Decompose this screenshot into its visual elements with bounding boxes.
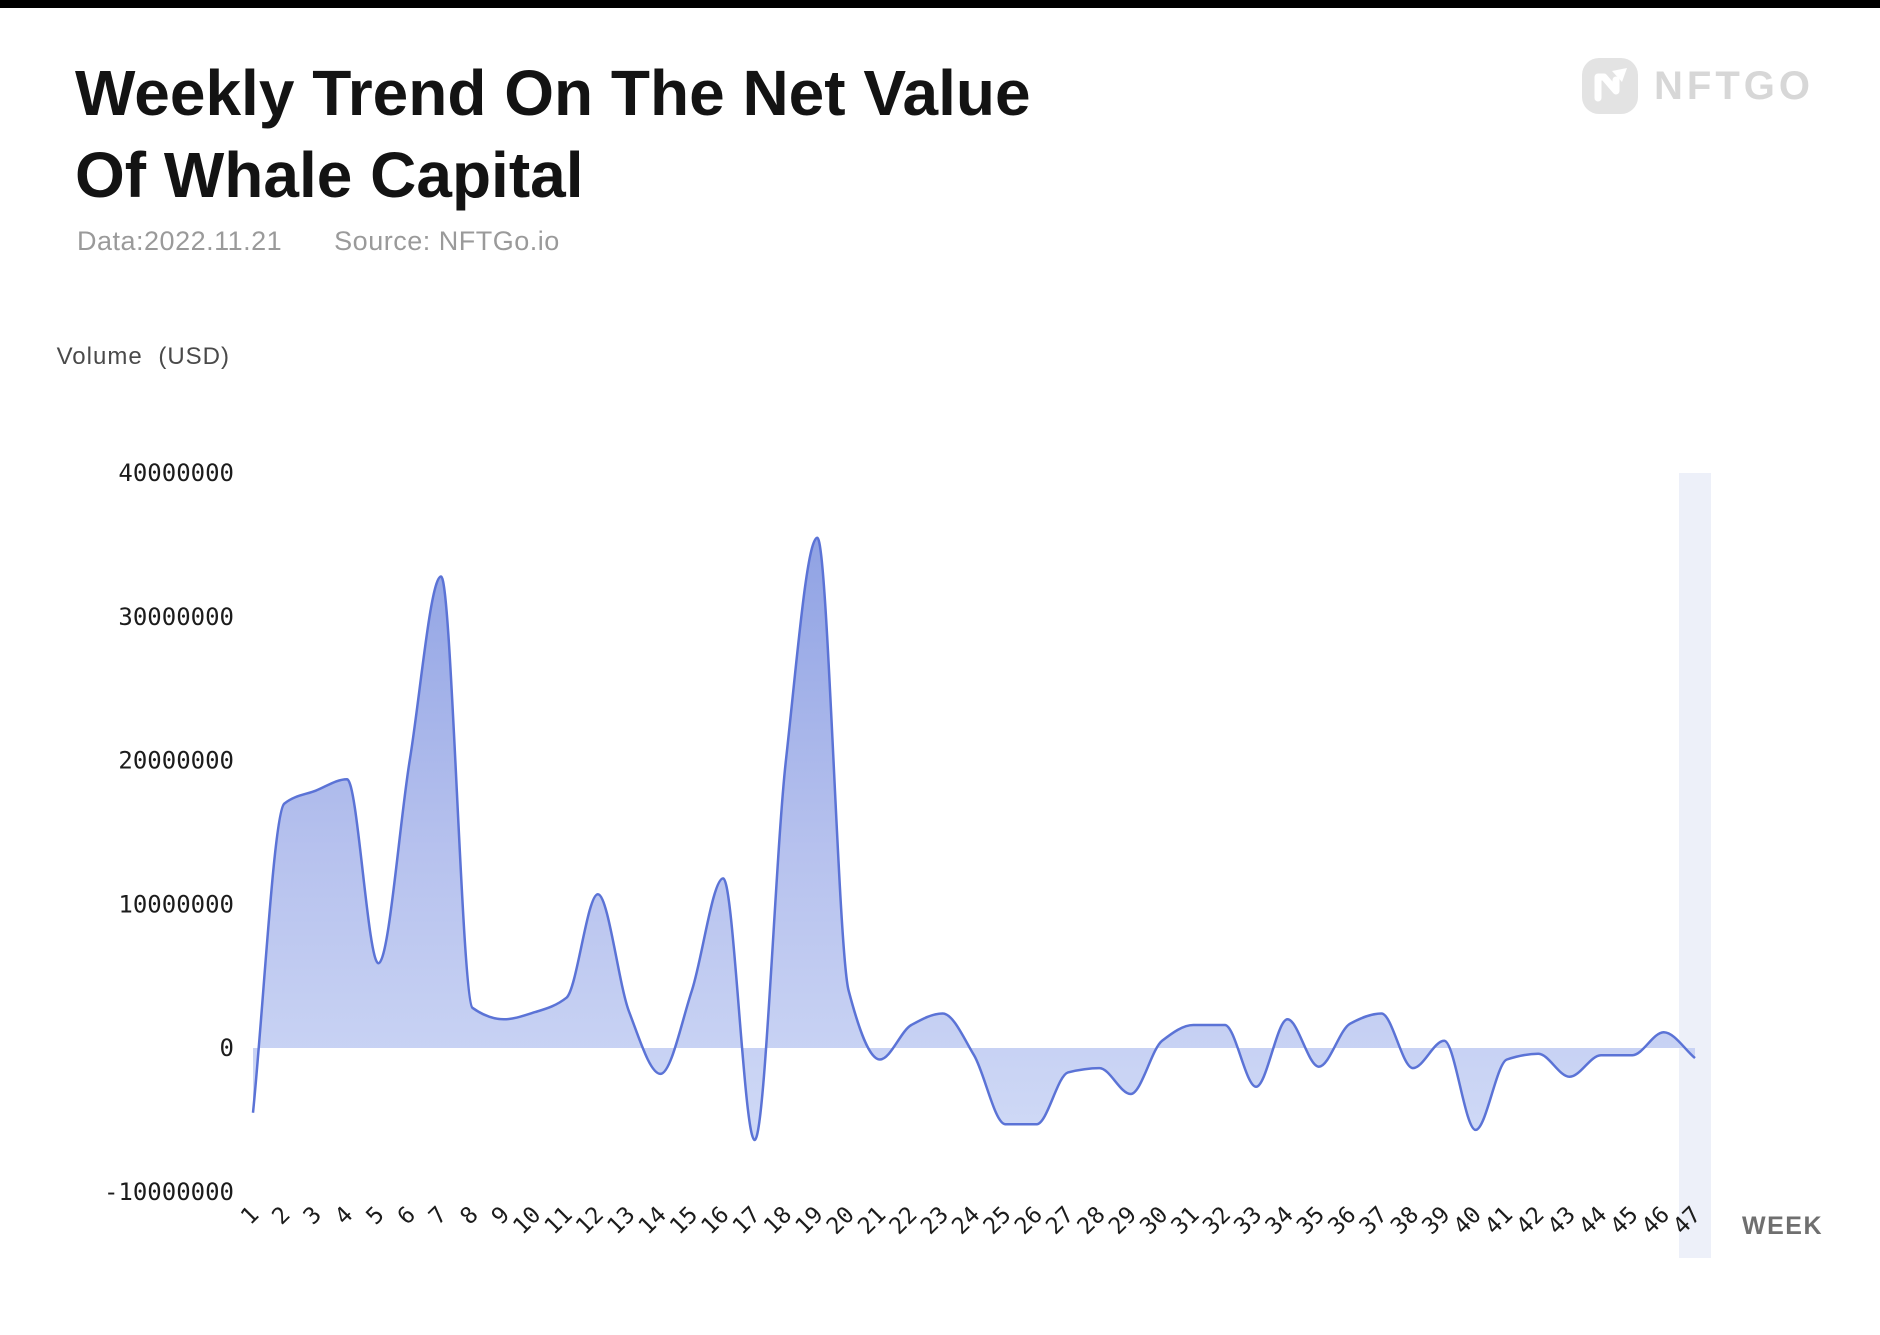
x-tick-label: 2 — [267, 1202, 295, 1230]
page-title-line1: Weekly Trend On The Net Value — [75, 57, 1031, 129]
top-bar — [0, 0, 1880, 8]
source-label: Source: NFTGo.io — [334, 226, 560, 256]
x-tick-label: 3 — [299, 1202, 327, 1230]
nftgo-logo: NFTGO — [1582, 58, 1814, 114]
y-tick-label: -10000000 — [104, 1178, 234, 1206]
trend-line — [251, 536, 1696, 1142]
n-arrow-icon — [1594, 68, 1627, 102]
subtitle: Data:2022.11.21 Source: NFTGo.io — [77, 226, 560, 257]
y-tick-label: 30000000 — [118, 603, 234, 631]
y-axis-title: Volume (USD) — [57, 343, 230, 370]
x-axis-labels: 1 2 3 4 5 6 7 8 91011121314151617181920212223242… — [236, 1202, 1706, 1240]
area-fill — [253, 537, 1695, 1140]
x-tick-label: 7 — [424, 1202, 452, 1230]
x-tick-label: 6 — [393, 1202, 421, 1230]
x-axis-title: WEEK — [1742, 1212, 1823, 1240]
page-title: Weekly Trend On The Net Value Of Whale C… — [75, 52, 1031, 216]
page-title-line2: Of Whale Capital — [75, 139, 584, 211]
x-tick-label: 4 — [330, 1202, 358, 1230]
data-date-label: Data:2022.11.21 — [77, 226, 283, 256]
nftgo-logo-mark — [1582, 58, 1638, 114]
y-tick-label: 20000000 — [118, 747, 234, 775]
x-tick-label: 5 — [361, 1202, 389, 1230]
x-tick-label: 1 — [236, 1202, 264, 1230]
y-tick-label: 0 — [220, 1034, 234, 1062]
highlight-band-week-47 — [1679, 473, 1711, 1258]
x-tick-label: 9 — [487, 1202, 515, 1230]
y-tick-label: 40000000 — [118, 459, 234, 487]
nftgo-logo-text: NFTGO — [1654, 63, 1814, 108]
y-tick-label: 10000000 — [118, 890, 234, 918]
x-tick-label: 8 — [455, 1202, 483, 1230]
y-axis-labels: 40000000 30000000 20000000 10000000 0 -100000… — [104, 459, 234, 1206]
